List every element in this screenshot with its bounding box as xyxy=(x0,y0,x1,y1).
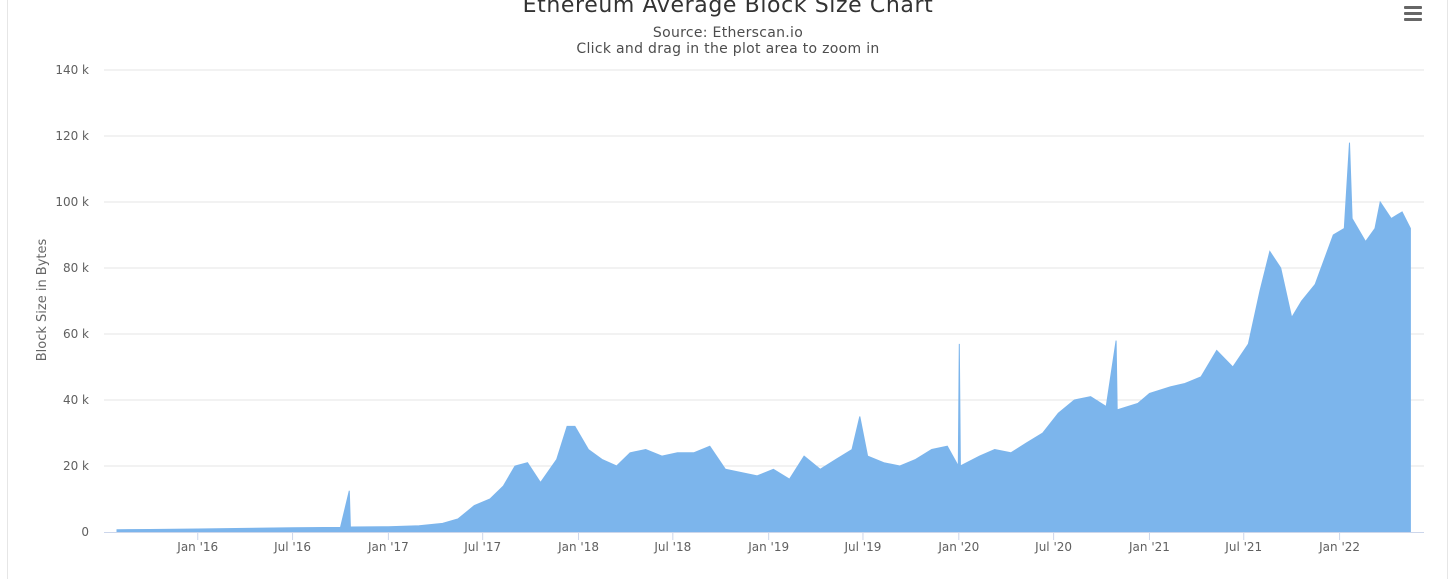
y-tick-label: 140 k xyxy=(55,63,89,77)
x-tick-label: Jan '22 xyxy=(1318,540,1360,554)
x-tick-label: Jul '21 xyxy=(1224,540,1262,554)
y-tick-label: 0 xyxy=(81,525,89,539)
x-tick-label: Jul '19 xyxy=(844,540,882,554)
y-tick-label: 100 k xyxy=(55,195,89,209)
x-tick-label: Jul '16 xyxy=(273,540,311,554)
block-size-area[interactable] xyxy=(116,142,1411,533)
x-tick-label: Jul '20 xyxy=(1034,540,1072,554)
y-axis: 0 20 k 40 k 60 k 80 k 100 k 120 k 140 k xyxy=(55,63,89,539)
x-tick-label: Jan '20 xyxy=(937,540,979,554)
chart-context-menu-button[interactable] xyxy=(1398,2,1428,24)
y-tick-label: 40 k xyxy=(63,393,89,407)
chart-container xyxy=(7,0,1448,579)
subtitle-source: Source: Etherscan.io xyxy=(652,25,804,41)
y-tick-label: 20 k xyxy=(63,459,89,473)
y-tick-label: 120 k xyxy=(55,129,89,143)
y-tick-label: 60 k xyxy=(63,327,89,341)
x-tick-label: Jan '17 xyxy=(367,540,409,554)
chart-title: Ethereum Average Block Size Chart xyxy=(522,0,934,18)
x-tick-label: Jul '18 xyxy=(653,540,691,554)
x-axis: Jan '16 Jul '16 Jan '17 Jul '17 Jan '18 Jul '… xyxy=(104,532,1424,554)
x-tick-label: Jan '16 xyxy=(176,540,218,554)
x-tick-label: Jan '21 xyxy=(1128,540,1170,554)
x-tick-label: Jan '19 xyxy=(747,540,789,554)
y-axis-title: Block Size in Bytes xyxy=(35,238,50,361)
area-series[interactable] xyxy=(116,142,1411,533)
x-tick-label: Jan '18 xyxy=(557,540,599,554)
x-tick-label: Jul '17 xyxy=(463,540,501,554)
subtitle-zoom-hint: Click and drag in the plot area to zoom … xyxy=(576,41,880,57)
chart-subtitle: Source: Etherscan.io Click and drag in t… xyxy=(0,25,1456,57)
y-tick-label: 80 k xyxy=(63,261,89,275)
